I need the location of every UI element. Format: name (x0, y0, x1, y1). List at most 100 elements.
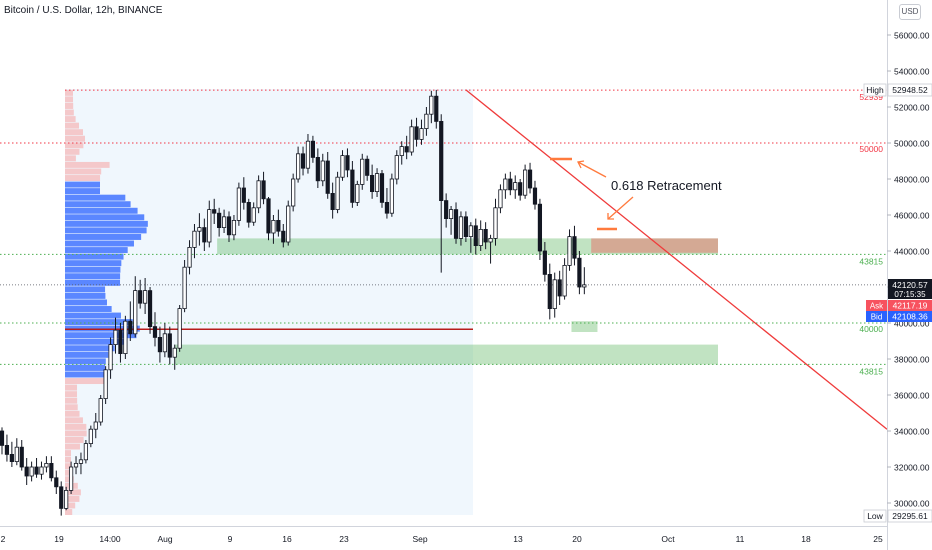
candle-body (54, 477, 59, 488)
candle-body (429, 95, 434, 115)
high-label: High (866, 85, 884, 95)
price-tick-label: 44000.00 (894, 247, 930, 257)
volume-profile-bar (65, 345, 115, 352)
candle-body (113, 329, 118, 346)
candle-body (0, 430, 5, 446)
candle-body (315, 156, 320, 182)
candle-body (44, 462, 49, 468)
volume-profile-bar (65, 417, 83, 424)
volume-profile-bar (65, 214, 145, 221)
candle-body (547, 273, 552, 309)
candle-body (73, 462, 79, 468)
high-value-border (887, 83, 932, 97)
candle-body (266, 198, 271, 234)
level-label: 40000 (859, 324, 883, 334)
volume-profile-bar (65, 253, 124, 260)
range-background (65, 89, 473, 515)
volume-profile-bar (65, 306, 112, 312)
volume-profile-bar (65, 175, 101, 181)
resistance-zone (591, 238, 718, 253)
candle-body (370, 174, 375, 192)
time-axis-label: 11 (736, 534, 745, 544)
candle-body (542, 250, 547, 275)
price-tick-label: 36000.00 (894, 391, 930, 401)
candle-body (523, 169, 528, 196)
candle-body (291, 178, 296, 207)
time-axis-label: 9 (228, 534, 233, 544)
volume-profile-bar (65, 116, 76, 123)
candle-body (419, 128, 424, 140)
price-tick-label: 48000.00 (894, 175, 930, 185)
candle-body (143, 290, 148, 304)
volume-profile-bar (65, 430, 87, 437)
candle-body (9, 453, 14, 462)
volume-profile-bar (65, 351, 109, 358)
candle-body (236, 187, 241, 221)
bid-value: 42108.36 (892, 312, 928, 322)
candle-body (138, 290, 143, 304)
volume-profile-bar (65, 404, 78, 411)
candle-body (365, 158, 370, 176)
candle-body (478, 228, 483, 246)
candle-body (83, 443, 88, 461)
candle-body (231, 219, 237, 236)
price-tick-label: 52000.00 (894, 103, 930, 113)
candle-body (251, 207, 256, 223)
volume-profile-bar (65, 450, 72, 457)
price-tick-label: 50000.00 (894, 139, 930, 149)
volume-profile-bar (65, 155, 76, 162)
candle-body (498, 189, 503, 209)
candle-body (300, 153, 306, 169)
candle-body (187, 246, 192, 268)
time-axis-label: Oct (661, 534, 675, 544)
candle-body (518, 182, 523, 196)
volume-profile-bar (65, 273, 121, 280)
candle-body (537, 203, 543, 252)
time-axis-label: Aug (157, 534, 172, 544)
candle-body (271, 219, 276, 234)
annotation-text: 0.618 Retracement (611, 178, 722, 193)
candle-body (503, 178, 508, 191)
candle-body (335, 176, 340, 210)
volume-profile-bar (65, 201, 131, 208)
candle-body (19, 446, 24, 468)
low-value-bg (888, 510, 932, 522)
candle-body (182, 266, 187, 310)
candle-body (39, 466, 44, 475)
volume-profile-bar (65, 509, 73, 515)
candle-body (468, 225, 473, 238)
price-tick-label: 30000.00 (894, 499, 930, 509)
volume-profile-bar (65, 364, 106, 371)
volume-profile-bar (65, 502, 76, 509)
volume-profile-bar (65, 338, 126, 345)
candle-body (4, 444, 10, 455)
candle-body (256, 180, 261, 209)
bid-value-bg (888, 311, 932, 322)
volume-profile-bar (65, 129, 83, 136)
price-tick-label: 56000.00 (894, 31, 930, 41)
candle-body (98, 398, 103, 423)
candle-body (582, 284, 587, 288)
volume-profile-bar (65, 384, 78, 391)
candle-body (394, 155, 399, 180)
volume-profile-bar (65, 161, 110, 168)
high-value-bg (888, 84, 932, 96)
currency-button[interactable]: USD (899, 4, 921, 20)
candle-body (103, 369, 108, 399)
candle-body (29, 466, 34, 477)
candle-body (572, 236, 577, 259)
volume-profile-bar (65, 233, 142, 240)
chart-title: Bitcoin / U.S. Dollar, 12h, BINANCE (4, 5, 163, 16)
candle-body (414, 126, 419, 140)
volume-profile-bar (65, 437, 84, 443)
candle-body (384, 201, 390, 214)
candle-body (434, 95, 439, 122)
candle-body (463, 216, 468, 238)
price-tick-label: 32000.00 (894, 463, 930, 473)
volume-profile-bar (65, 96, 74, 103)
volume-profile-bar (65, 292, 106, 299)
high-label-box (863, 83, 887, 97)
volume-profile-bar (65, 142, 84, 149)
volume-profile-bar (65, 89, 74, 96)
